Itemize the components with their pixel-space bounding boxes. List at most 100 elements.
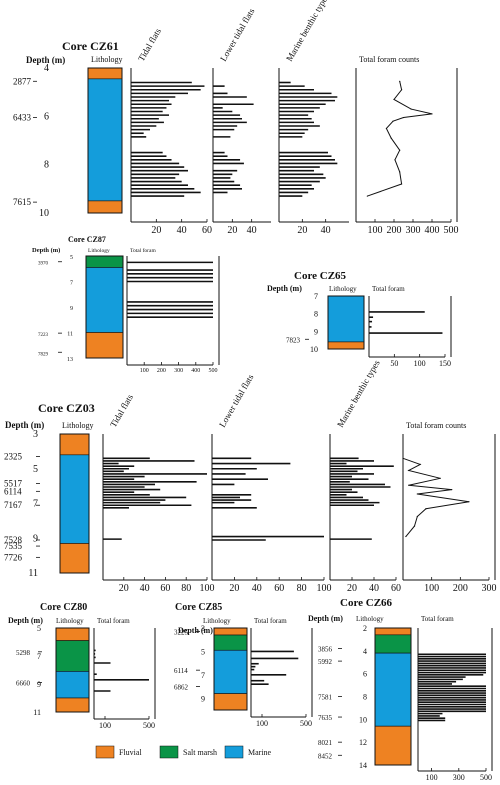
x-tick-label: 100 (99, 721, 111, 730)
data-point (405, 535, 407, 538)
lithology-fluvial (87, 67, 123, 80)
core-3: Core CZ03 Depth (m) Lithology 3 5 7 9 11 2325 551… (4, 358, 497, 594)
x-tick-label: 300 (453, 773, 465, 782)
age-label: 7223 (38, 333, 49, 338)
core-title: Core CZ66 (340, 597, 393, 609)
depth-tick-label: 8 (363, 693, 367, 702)
legend-swatch-marine (224, 745, 244, 759)
age-label: 2325 (4, 452, 23, 462)
age-label: 5992 (318, 658, 333, 666)
depth-tick-label: 14 (359, 761, 367, 770)
x-tick-label: 60 (160, 583, 170, 594)
x-tick-label: 40 (369, 583, 379, 594)
data-point (468, 501, 470, 503)
age-label: 6433 (13, 113, 32, 123)
lithology-salt-marsh (85, 255, 124, 268)
lithology-marine (55, 671, 90, 699)
panel-0: Tidal flats 20 40 60 (130, 26, 212, 236)
data-point (399, 171, 401, 173)
lithology-fluvial (85, 332, 124, 359)
depth-tick-label: 11 (67, 332, 73, 338)
x-tick-label: 100 (426, 773, 438, 782)
lithology-frame (59, 433, 90, 574)
x-tick-label: 300 (174, 368, 183, 374)
data-point (402, 457, 404, 459)
depth-tick-label: 5 (201, 647, 205, 656)
lithology-frame (327, 295, 365, 350)
x-tick-label: 20 (227, 225, 237, 236)
depth-tick-label: 3 (201, 624, 205, 633)
data-point (416, 515, 418, 518)
panel-3: Total foram counts 100 200 300 (402, 421, 497, 594)
depth-axis-label: Depth (m) (267, 284, 302, 293)
lithology-label: Lithology (88, 248, 110, 254)
legend-swatch-fluvial (95, 745, 115, 759)
foram-count-curve (367, 81, 433, 197)
x-tick-label: 100 (368, 225, 383, 236)
data-point (419, 463, 421, 466)
lithology-label: Lithology (62, 421, 94, 430)
panel-label: Tidal flats (108, 392, 135, 429)
x-tick-label: 200 (387, 225, 402, 236)
data-point (394, 159, 396, 161)
panel-label: Total foram (372, 285, 405, 293)
lithology-fluvial (327, 341, 365, 350)
x-tick-label: 40 (140, 583, 150, 594)
core-2: Core CZ65 Depth (m) Lithology 7 8 9 10 7823 Tota… (267, 270, 452, 368)
age-label: 5517 (4, 479, 23, 489)
x-tick-label: 20 (229, 583, 239, 594)
depth-axis-label: Depth (m) (5, 420, 44, 430)
core-title: Core CZ85 (175, 602, 222, 613)
x-tick-label: 40 (177, 225, 187, 236)
lithology-marine (213, 649, 248, 694)
legend-swatch-salt-marsh (159, 745, 179, 759)
x-tick-label: 400 (425, 225, 440, 236)
x-tick-label: 20 (119, 583, 129, 594)
x-tick-label: 400 (191, 368, 200, 374)
legend-label: Marine (248, 748, 272, 757)
lithology-fluvial (59, 433, 90, 456)
x-tick-label: 200 (157, 368, 166, 374)
panel-label: Marine benthic types (335, 358, 382, 429)
core-title: Core CZ80 (40, 602, 87, 613)
data-point (401, 89, 403, 91)
panel-0: Tidal flats 20 40 60 80 100 (102, 392, 215, 594)
depth-tick-label: 5 (37, 624, 41, 633)
panel-0: Total foram 50 100 150 (368, 285, 452, 368)
lithology-fluvial (55, 627, 90, 641)
lithology-salt-marsh (55, 640, 90, 672)
depth-axis-label: Depth (m) (32, 247, 60, 254)
data-point (431, 113, 433, 115)
lithology-label: Lithology (329, 285, 357, 293)
panel-3: Total foram counts 100 200 300 400 500 (355, 55, 459, 236)
lithology-frame (85, 255, 124, 359)
x-tick-label: 40 (252, 583, 262, 594)
core-title: Core CZ03 (38, 401, 95, 415)
x-tick-label: 500 (480, 773, 492, 782)
data-point (402, 116, 405, 119)
depth-tick-label: 10 (310, 345, 318, 354)
data-point (408, 469, 410, 472)
data-point (410, 108, 412, 110)
lithology-salt-marsh (213, 634, 248, 651)
x-tick-label: 500 (143, 721, 155, 730)
data-point (393, 98, 395, 101)
data-point (416, 493, 418, 495)
age-label: 5298 (16, 649, 31, 657)
age-label: 3225 (174, 629, 189, 637)
age-label: 6862 (174, 684, 189, 692)
depth-tick-label: 6 (44, 111, 49, 122)
x-tick-label: 20 (151, 225, 161, 236)
age-label: 7528 (4, 535, 23, 545)
x-tick-label: 100 (200, 583, 215, 594)
lithology-salt-marsh (374, 634, 412, 654)
panel-0: Total foram 100 500 (250, 617, 313, 728)
x-tick-label: 150 (439, 359, 451, 368)
age-label: 2877 (13, 76, 32, 86)
panel-label: Lower tidal flats (217, 372, 256, 429)
x-tick-label: 20 (297, 225, 307, 236)
data-point (401, 183, 403, 185)
panel-0: Total foram 100 300 500 (417, 615, 493, 782)
